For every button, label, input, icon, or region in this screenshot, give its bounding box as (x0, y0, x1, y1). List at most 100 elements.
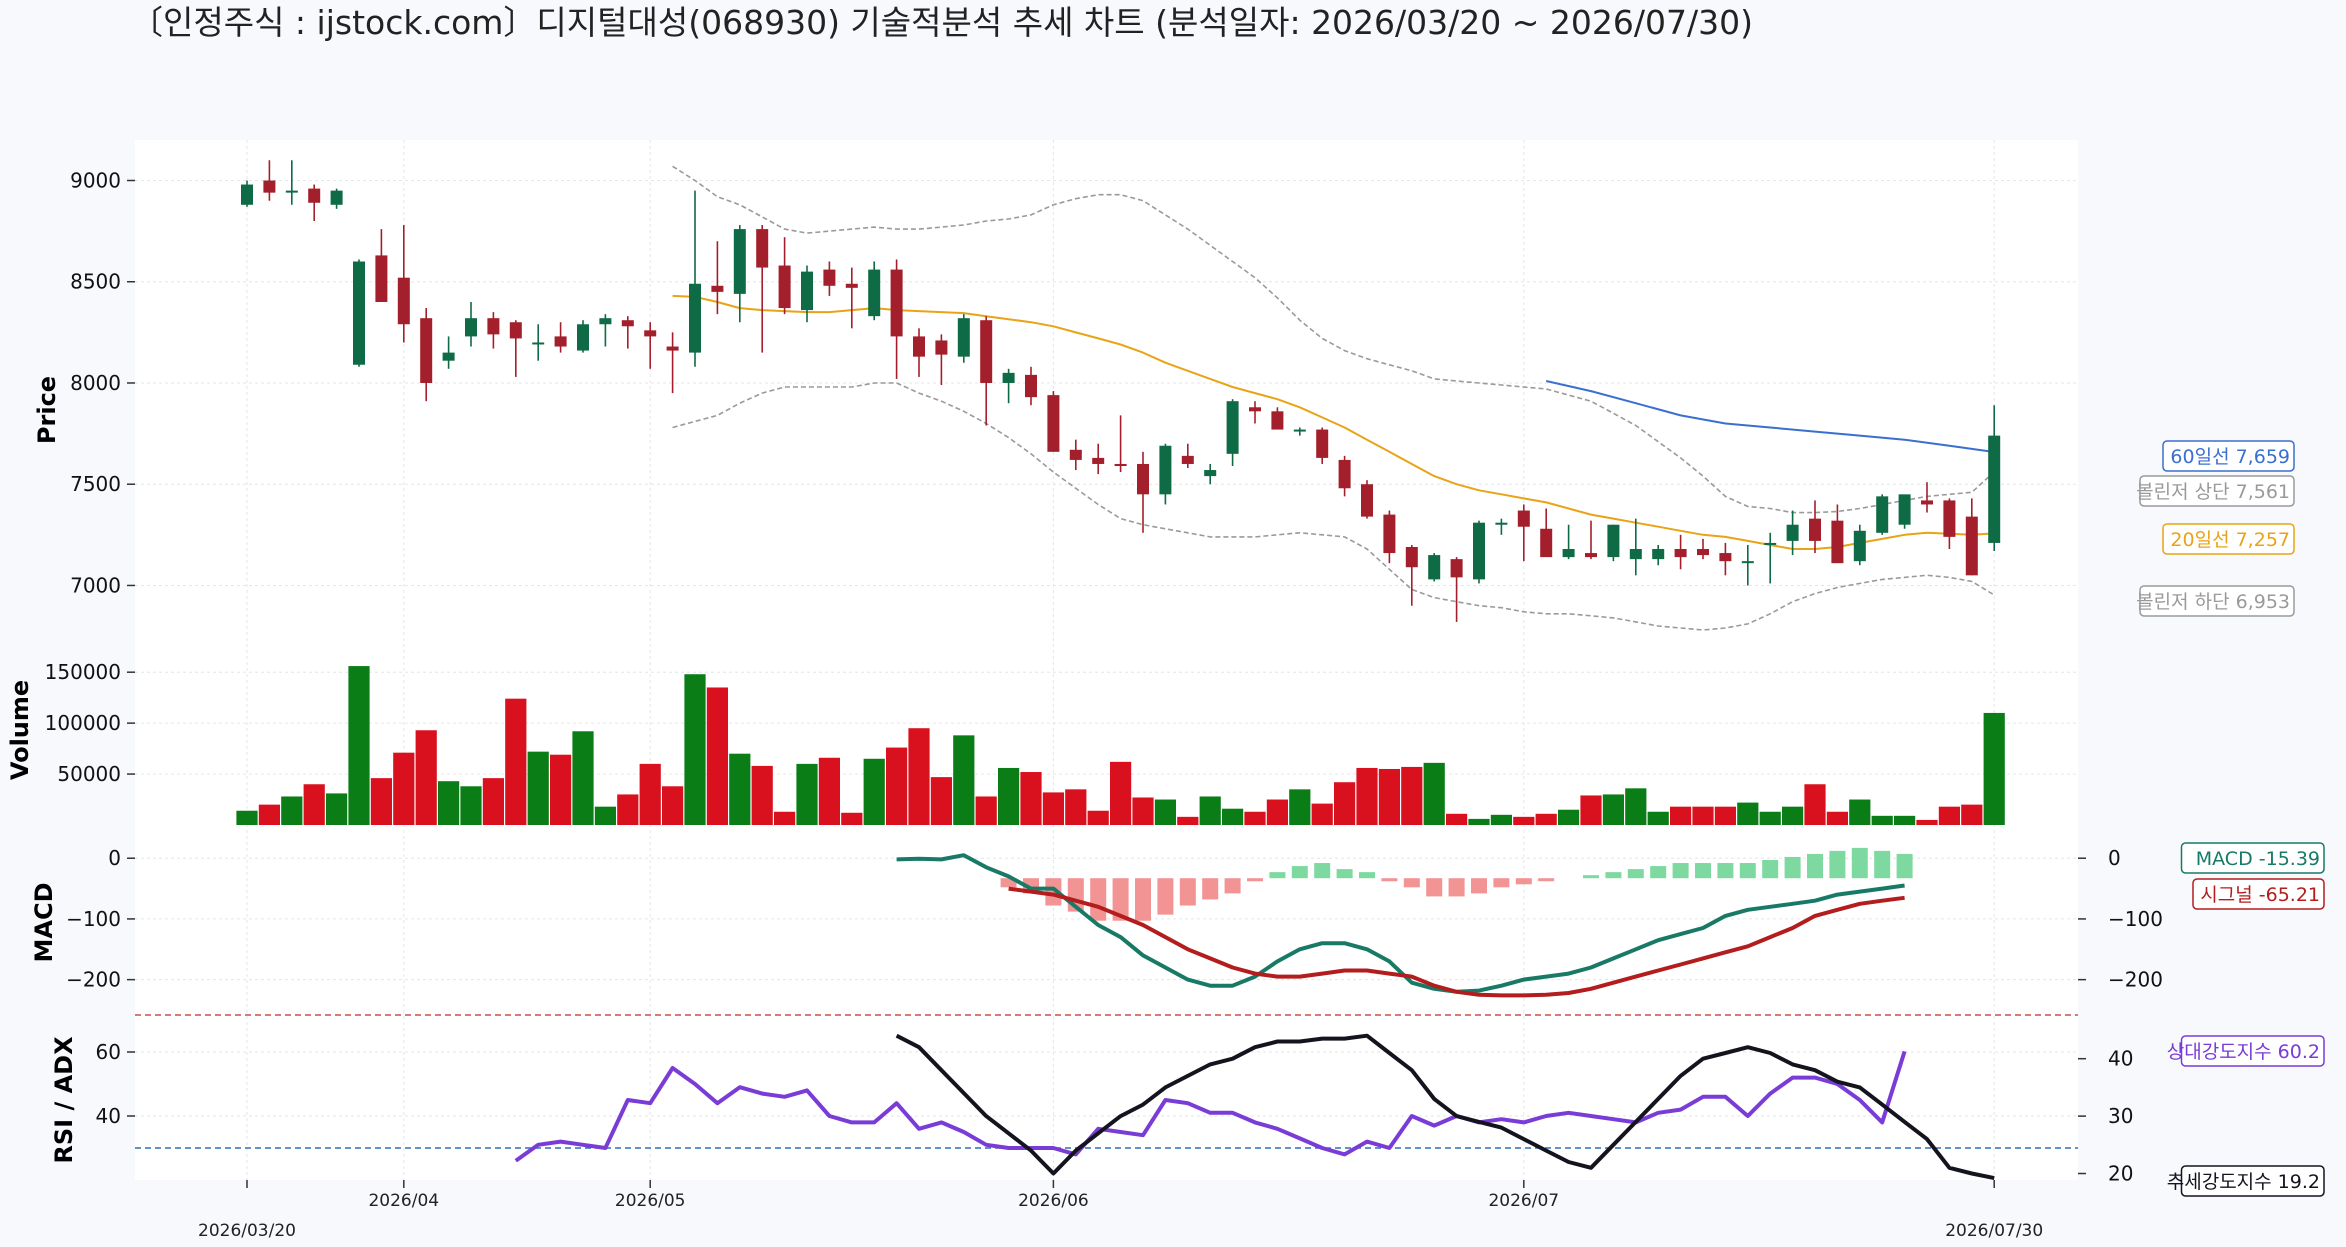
candle-body (733, 229, 746, 294)
candle-body (1697, 549, 1709, 556)
volume-bar (1826, 811, 1848, 825)
candle-body (1719, 553, 1732, 562)
volume-bar (1087, 810, 1109, 825)
volume-bar (258, 804, 280, 825)
macd-badge: MACD -15.39 (2180, 842, 2325, 874)
candle-body (1741, 561, 1754, 564)
candle-body (1226, 401, 1239, 454)
macd-histogram-bar (1493, 878, 1510, 888)
candle-body (241, 184, 253, 205)
volume-bar (370, 778, 392, 825)
volume-bar (348, 666, 370, 825)
rsi-adx-axis-label: RSI / ADX (50, 1036, 78, 1164)
candle-body (397, 277, 410, 325)
volume-bar (886, 747, 908, 825)
volume-bar (1804, 784, 1826, 825)
volume-bar (1065, 789, 1087, 825)
candle-body (1114, 463, 1127, 466)
candle-body (263, 180, 276, 193)
x-tick-label: 2026/07/30 (1945, 1221, 2043, 1241)
candle-body (1585, 553, 1597, 558)
macd-histogram-bar (1807, 853, 1823, 879)
candle-body (308, 188, 321, 203)
volume-bar (975, 796, 997, 825)
volume-bar (1020, 772, 1042, 825)
x-tick-label: 2026/07 (1488, 1191, 1559, 1211)
bollinger-upper-line (672, 165, 1995, 514)
volume-bar (1961, 804, 1983, 825)
volume-bar (482, 778, 504, 825)
candle-body (1293, 429, 1306, 432)
candle-body (1876, 496, 1889, 533)
candle-body (1629, 549, 1642, 560)
macd-histogram-bar (1224, 878, 1241, 894)
volume-bar (505, 698, 527, 825)
volume-panel: 50000 100000 150000 Volume (6, 660, 2078, 825)
candle-body (1159, 445, 1172, 495)
volume-bar (1916, 819, 1938, 825)
candle-body (1181, 455, 1194, 464)
volume-bar (326, 793, 348, 825)
candle-body (1092, 457, 1105, 464)
macd-histogram-bar (1627, 869, 1644, 879)
macd-histogram-bar (1583, 875, 1599, 879)
macd-histogram-bar (1359, 872, 1375, 879)
candle-body (1450, 559, 1463, 578)
signal-badge-text: 시그널 -65.21 (2200, 884, 2320, 906)
ma20-badge: 20일선 7,257 (2162, 523, 2295, 555)
candle-body (442, 352, 455, 361)
adx-y-tick-label: 20 (2108, 1162, 2133, 1186)
volume-bar (527, 751, 549, 825)
candle-body (644, 330, 657, 337)
macd-histogram-bar (1695, 863, 1711, 879)
macd-histogram-bar (1336, 869, 1353, 879)
candle-body (1204, 470, 1217, 477)
volume-bar (863, 758, 885, 825)
macd-histogram-bar (1896, 853, 1913, 879)
x-tick-label: 2026/05 (615, 1191, 686, 1211)
macd-histogram-bar (1291, 866, 1308, 879)
candle-body (1383, 514, 1396, 554)
volume-bar (1401, 766, 1423, 825)
macd-histogram-bar (1605, 872, 1622, 879)
candle-body (465, 318, 477, 337)
candle-body (1428, 555, 1441, 580)
volume-bar (1513, 816, 1535, 825)
macd-histogram-bar (1471, 878, 1487, 894)
volume-bar (1334, 782, 1356, 825)
ma60-badge: 60일선 7,659 (2162, 440, 2295, 472)
candle-body (935, 340, 948, 355)
volume-bar (1490, 814, 1512, 825)
macd-histogram-bar (1179, 878, 1196, 906)
volume-y-tick-label: 100000 (45, 711, 121, 735)
candle-body (420, 318, 433, 383)
candle-body (1495, 522, 1508, 525)
price-y-tick-label: 8500 (70, 270, 121, 294)
boll-upper-badge-frame (2139, 475, 2295, 507)
candle-body (823, 269, 836, 286)
macd-badge-frame (2180, 842, 2325, 874)
price-axis-label: Price (33, 376, 61, 444)
volume-bar (236, 810, 258, 825)
candle-body (845, 283, 858, 288)
signal-line (1008, 886, 1905, 998)
macd-y-tick-right: 0 (2108, 846, 2121, 870)
candle-body (980, 320, 993, 383)
volume-bar (774, 811, 796, 825)
ma20-badge-text: 20일선 7,257 (2170, 529, 2290, 551)
volume-bar (572, 731, 594, 825)
volume-bar (1468, 818, 1490, 825)
macd-y-tick-left: −100 (66, 907, 121, 931)
candle-body (1674, 549, 1687, 558)
rsi-badge-frame (2180, 1035, 2325, 1067)
candle-body (330, 190, 343, 205)
macd-histogram-bar (1269, 872, 1286, 879)
volume-bar (796, 763, 818, 825)
rsi-badge-text: 상대강도지수 60.2 (2167, 1041, 2320, 1063)
candle-body (1652, 549, 1665, 560)
adx-line (895, 1033, 1995, 1181)
candle-body (1943, 500, 1956, 537)
volume-y-tick-label: 150000 (45, 660, 121, 684)
candle-body (1831, 520, 1844, 564)
volume-bar (1759, 811, 1781, 825)
